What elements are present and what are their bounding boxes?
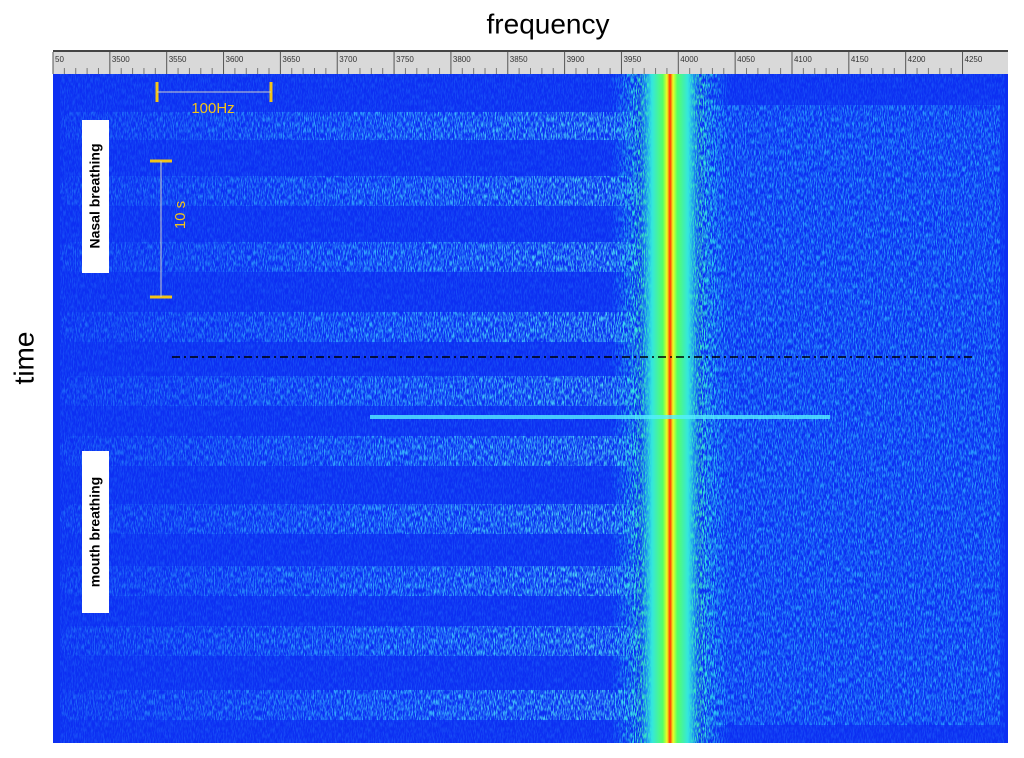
tick-label: 4150 xyxy=(851,55,869,64)
tick-label: 4250 xyxy=(965,55,983,64)
section-label: mouth breathing xyxy=(87,477,103,587)
tick-label: 3700 xyxy=(339,55,357,64)
tick-label: 3850 xyxy=(510,55,528,64)
tick-label: 3650 xyxy=(282,55,300,64)
tick-label: 4200 xyxy=(908,55,926,64)
tick-label: 3500 xyxy=(112,55,130,64)
scale-bars xyxy=(150,82,273,299)
tick-label: 4050 xyxy=(737,55,755,64)
tick-label: 3800 xyxy=(453,55,471,64)
label-box xyxy=(82,120,109,273)
section-label: Nasal breathing xyxy=(87,143,103,248)
tick-label: 3550 xyxy=(169,55,187,64)
tick-label: 3950 xyxy=(623,55,641,64)
y-axis-title: time xyxy=(8,332,39,385)
time-scale-label: 10 s xyxy=(172,201,189,229)
breathing-bands xyxy=(60,74,1005,743)
tick-label: 4100 xyxy=(794,55,812,64)
tick-label: 50 xyxy=(55,55,64,64)
tick-label: 4000 xyxy=(680,55,698,64)
background-noise xyxy=(60,74,1005,743)
tick-label: 3900 xyxy=(567,55,585,64)
ruler-ticks: 50 3500 3550 3600 3650 3700 3750 3800 3850 3900 39… xyxy=(52,52,983,74)
tick-label: 3600 xyxy=(226,55,244,64)
x-axis-title: frequency xyxy=(487,8,610,39)
label-box xyxy=(82,451,109,613)
tick-label: 3750 xyxy=(396,55,414,64)
carrier xyxy=(640,74,700,743)
freq-scale-label: 100Hz xyxy=(191,100,234,117)
